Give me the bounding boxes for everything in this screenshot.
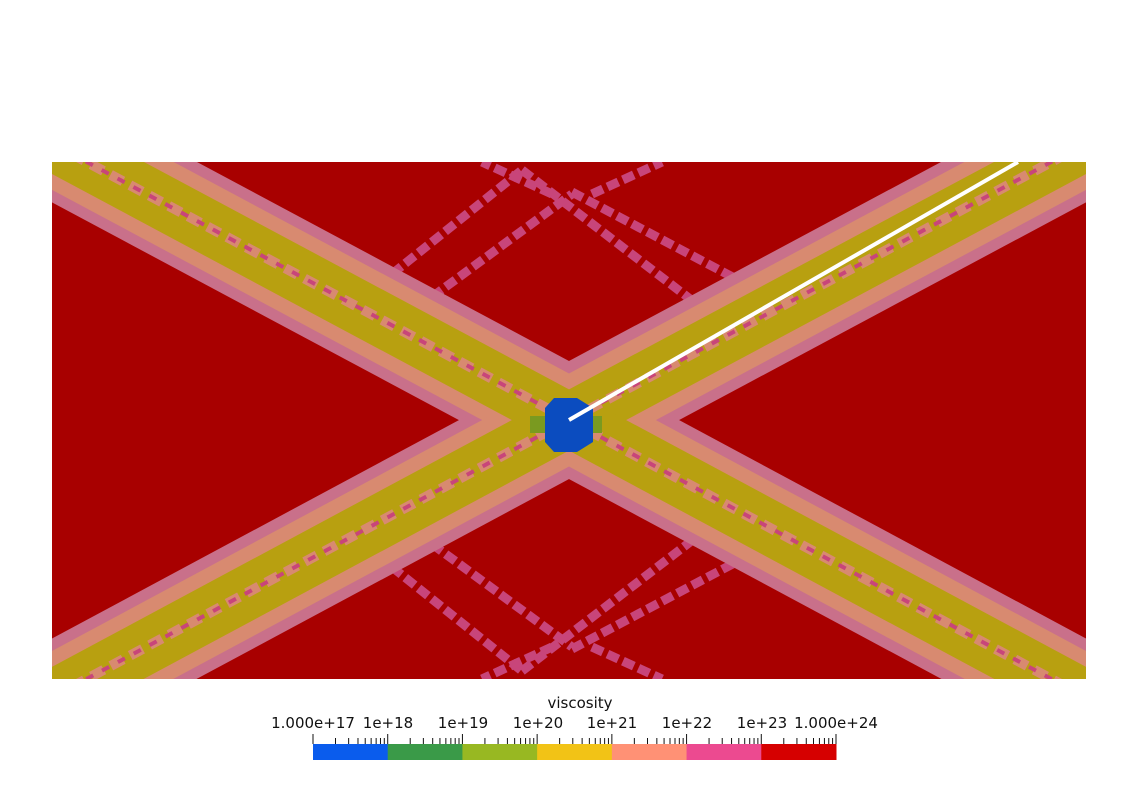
inclusion-body: [545, 398, 593, 452]
colorbar-band-6: [761, 744, 837, 760]
shear-band-layer-3-arm-1: [566, 162, 1062, 425]
colorbar-band-2: [462, 744, 538, 760]
conjugate-line-8: [590, 162, 664, 199]
colorbar-tick-label-0: 1.000e+17: [271, 714, 355, 732]
colorbar-tick-label-6: 1e+23: [736, 714, 788, 732]
conjugate-line-5: [519, 525, 710, 675]
conjugate-line-0: [389, 166, 525, 278]
colorbar-band-1: [387, 744, 463, 760]
conjugate-line-7: [429, 540, 575, 651]
probe-line[interactable]: [568, 162, 1019, 422]
conjugate-line-11: [480, 642, 554, 679]
colorbar-band-3: [537, 744, 613, 760]
shear-band-layer-4-arm-0: [82, 162, 570, 422]
colorbar-bands: [313, 744, 837, 760]
colorbar-tick-label-2: 1e+19: [437, 714, 489, 732]
colorbar-tick-label-1: 1e+18: [362, 714, 414, 732]
colorbar-band-4: [611, 744, 688, 760]
conjugate-line-3: [429, 190, 575, 301]
conjugate-shear-lines: [389, 162, 745, 679]
conjugate-line-10: [590, 642, 664, 679]
shear-band-layer-3-arm-3: [566, 415, 1063, 679]
shear-band-layer-3-arm-0: [76, 162, 572, 425]
shear-band-layer-3-arm-2: [75, 415, 572, 679]
colorbar: viscosity 1.000e+17 1e+18 1e+19 1e+20 1e…: [250, 690, 910, 770]
shear-bands: [52, 162, 1086, 679]
colorbar-title: viscosity: [547, 694, 613, 712]
shear-band-layer-4-arm-2: [82, 418, 570, 679]
shear-band-layer-4-arm-3: [568, 418, 1056, 679]
colorbar-tick-label-4: 1e+21: [586, 714, 638, 732]
colorbar-tick-label-7: 1.000e+24: [794, 714, 878, 732]
colorbar-ticks: [312, 734, 837, 744]
colorbar-tick-label-5: 1e+22: [661, 714, 713, 732]
conjugate-line-9: [480, 162, 554, 199]
conjugate-line-6: [569, 555, 745, 653]
colorbar-band-5: [686, 744, 762, 760]
colorbar-band-0: [313, 744, 389, 760]
viscosity-field[interactable]: [52, 162, 1086, 679]
conjugate-line-2: [569, 188, 745, 286]
conjugate-line-4: [389, 563, 525, 675]
shear-band-layer-4-arm-1: [568, 162, 1056, 422]
conjugate-line-1: [519, 166, 710, 316]
colorbar-tick-label-3: 1e+20: [512, 714, 564, 732]
colorbar-scale: [312, 734, 837, 760]
